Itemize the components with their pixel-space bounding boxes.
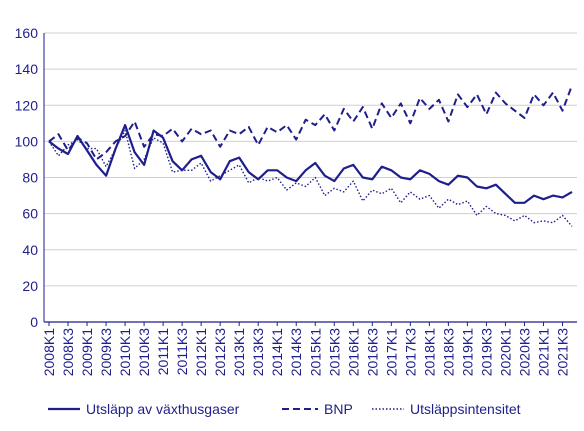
legend-item-gdp: BNP bbox=[282, 401, 353, 417]
x-tick-label: 2016K3 bbox=[364, 328, 380, 376]
legend: Utsläpp av växthusgaser BNP Utsläppsinte… bbox=[48, 401, 521, 417]
y-tick-label: 120 bbox=[15, 97, 39, 113]
x-tick-label: 2021K3 bbox=[554, 328, 570, 376]
legend-label-gdp: BNP bbox=[324, 401, 353, 417]
x-tick-label: 2013K3 bbox=[250, 328, 266, 376]
x-tick-label: 2008K1 bbox=[41, 328, 57, 376]
y-tick-label: 60 bbox=[22, 206, 38, 222]
y-tick-label: 160 bbox=[15, 25, 39, 41]
x-tick-label: 2011K3 bbox=[174, 328, 190, 375]
y-tick-label: 40 bbox=[22, 242, 38, 258]
x-tick-label: 2013K1 bbox=[231, 328, 247, 376]
x-tick-label: 2018K1 bbox=[421, 328, 437, 376]
x-tick-label: 2009K1 bbox=[79, 328, 95, 376]
series-lines bbox=[48, 85, 573, 227]
x-tick-label: 2011K1 bbox=[155, 328, 171, 375]
x-tick-label: 2012K3 bbox=[212, 328, 228, 376]
series-line-intensity bbox=[48, 129, 573, 227]
x-tick-label: 2021K1 bbox=[535, 328, 551, 376]
x-tick-label: 2008K3 bbox=[60, 328, 76, 376]
x-tick-label: 2010K1 bbox=[117, 328, 133, 376]
x-tick-label: 2020K3 bbox=[516, 328, 532, 376]
x-tick-label: 2017K1 bbox=[383, 328, 399, 376]
y-tick-label: 80 bbox=[22, 170, 38, 186]
y-tick-label: 100 bbox=[15, 133, 39, 149]
x-axis: 2008K1 2008K3 2009K1 2009K3 2010K1 2010K3 2011… bbox=[41, 321, 577, 376]
gridlines bbox=[44, 32, 577, 323]
x-tick-label: 2010K3 bbox=[136, 328, 152, 376]
legend-item-emissions: Utsläpp av växthusgaser bbox=[48, 401, 240, 417]
x-tick-label: 2016K1 bbox=[345, 328, 361, 376]
legend-label-emissions: Utsläpp av växthusgaser bbox=[86, 401, 240, 417]
x-tick-label: 2019K1 bbox=[459, 328, 475, 376]
x-tick-label: 2015K3 bbox=[326, 328, 342, 376]
x-tick-label: 2019K3 bbox=[478, 328, 494, 376]
y-axis: 0 20 40 60 80 100 120 140 160 bbox=[15, 25, 45, 330]
x-tick-label: 2014K1 bbox=[269, 328, 285, 376]
x-tick-label: 2015K1 bbox=[307, 328, 323, 376]
x-tick-label: 2020K1 bbox=[497, 328, 513, 376]
x-tick-label: 2009K3 bbox=[98, 328, 114, 376]
y-tick-label: 0 bbox=[30, 314, 38, 330]
y-tick-label: 20 bbox=[22, 278, 38, 294]
legend-label-intensity: Utsläppsintensitet bbox=[410, 401, 521, 417]
y-tick-label: 140 bbox=[15, 61, 39, 77]
x-tick-label: 2017K3 bbox=[402, 328, 418, 376]
x-tick-label: 2018K3 bbox=[440, 328, 456, 376]
series-line-gdp bbox=[48, 85, 573, 161]
x-tick-label: 2012K1 bbox=[193, 328, 209, 376]
series-line-emissions bbox=[48, 123, 573, 204]
legend-item-intensity: Utsläppsintensitet bbox=[372, 401, 521, 417]
x-tick-label: 2014K3 bbox=[288, 328, 304, 376]
